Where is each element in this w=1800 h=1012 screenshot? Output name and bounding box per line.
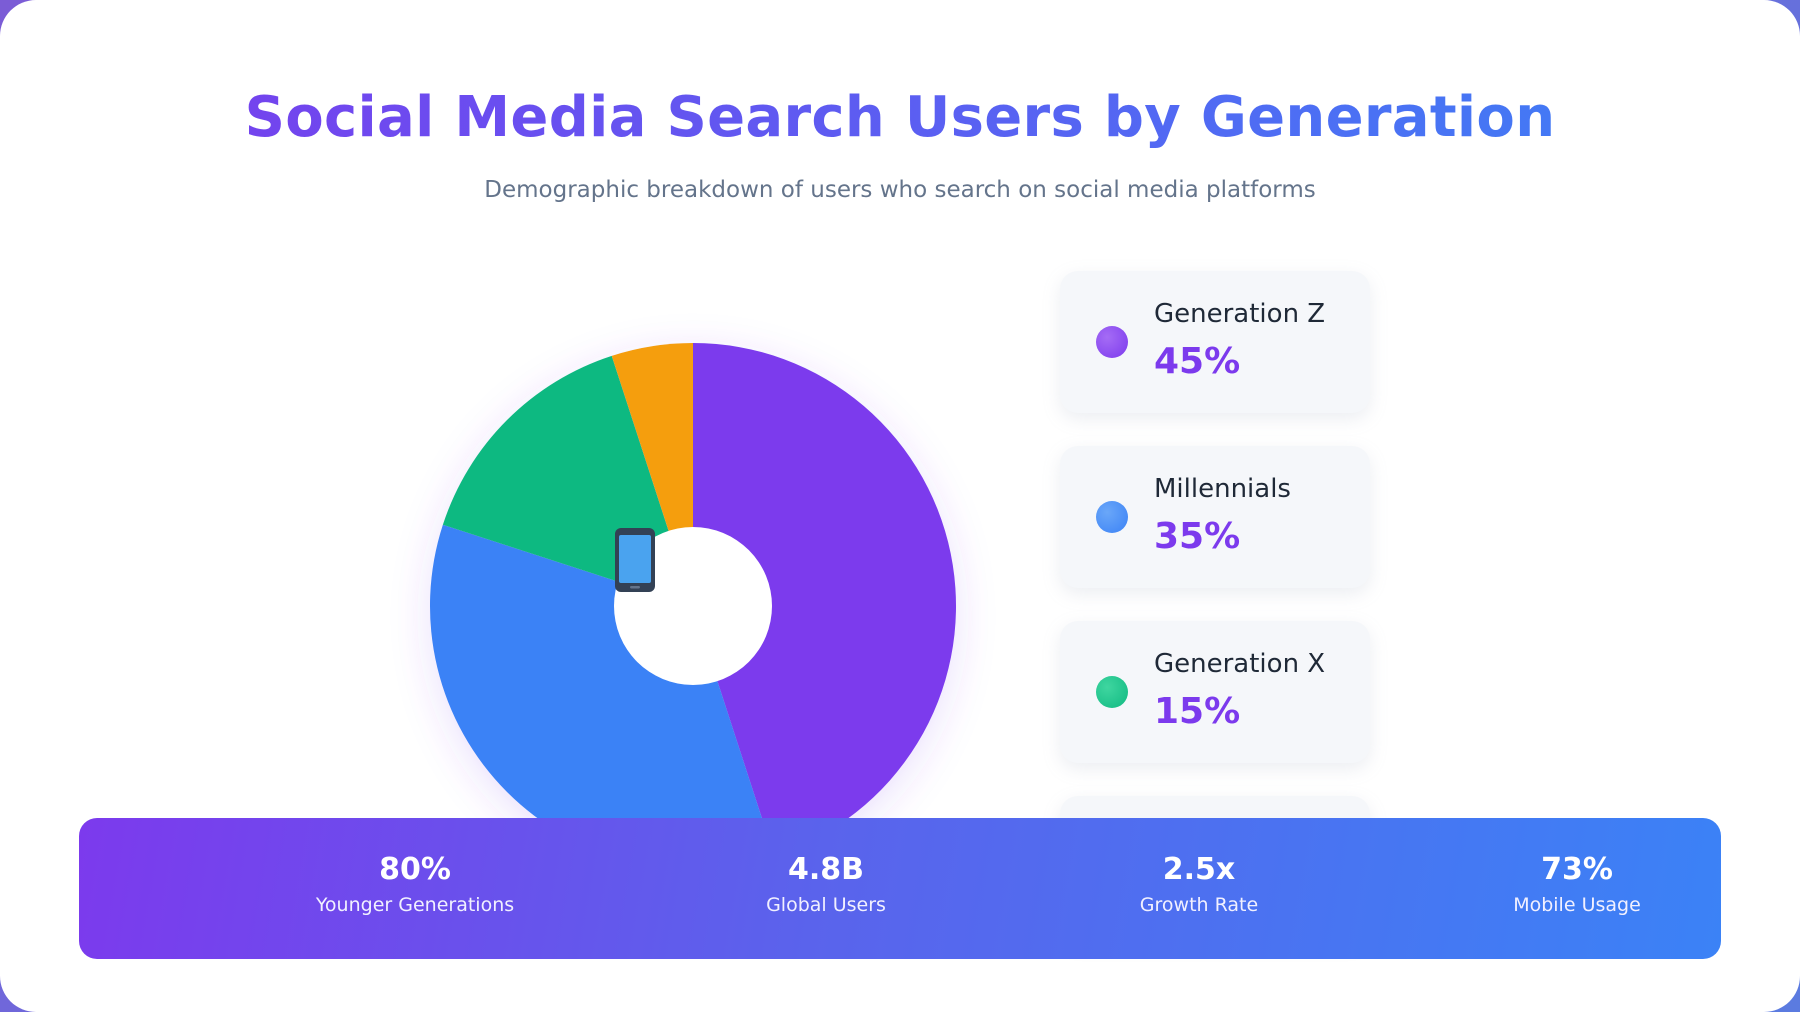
stat-value: 4.8B (787, 852, 864, 887)
stat-label: Younger Generations (315, 894, 515, 916)
legend-value: 45% (1154, 341, 1241, 382)
legend-value: 35% (1154, 516, 1241, 557)
page-subtitle: Demographic breakdown of users who searc… (484, 177, 1316, 203)
legend-value: 15% (1154, 691, 1241, 732)
stat-value: 2.5x (1162, 852, 1236, 887)
stat-global-users: 4.8B Global Users (676, 850, 976, 918)
legend-swatch-generation-x (1096, 676, 1128, 708)
stat-mobile-usage: 73% Mobile Usage (1427, 850, 1727, 918)
stat-growth-rate: 2.5x Growth Rate (1049, 850, 1349, 918)
legend-item-generation-z: Generation Z 45% (1060, 271, 1370, 413)
legend-swatch-millennials (1096, 501, 1128, 533)
legend-item-millennials: Millennials 35% (1060, 446, 1370, 588)
stat-label: Global Users (766, 894, 886, 916)
mobile-phone-icon (615, 528, 655, 592)
legend-label: Generation X (1154, 649, 1326, 679)
stat-label: Growth Rate (1139, 894, 1259, 916)
legend-label: Generation Z (1154, 299, 1326, 329)
legend-swatch-generation-z (1096, 326, 1128, 358)
legend-label: Millennials (1154, 474, 1291, 504)
legend-item-generation-x: Generation X 15% (1060, 621, 1370, 763)
stats-bar: 80% Younger Generations 4.8B Global User… (79, 818, 1721, 959)
stat-value: 80% (379, 852, 451, 887)
stat-younger-generations: 80% Younger Generations (265, 850, 565, 918)
stat-label: Mobile Usage (1513, 894, 1641, 916)
stat-value: 73% (1541, 852, 1613, 887)
pie-slice-generation-z (693, 343, 957, 857)
page-title: Social Media Search Users by Generation (0, 80, 1800, 156)
